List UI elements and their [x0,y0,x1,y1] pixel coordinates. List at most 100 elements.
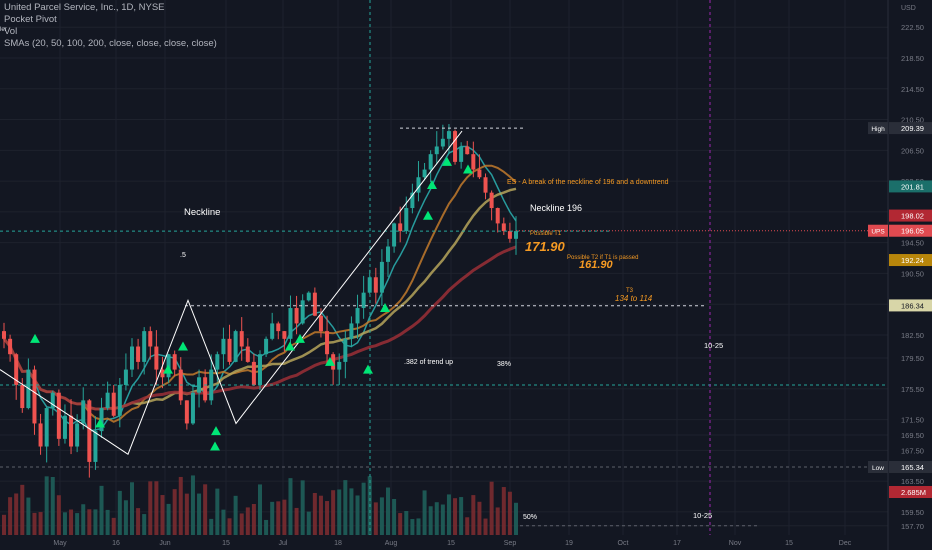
candle-body [410,192,415,209]
volume-bar [190,475,195,535]
badge-label: High [871,126,885,133]
price-badge-value: 192.24 [901,256,924,265]
t3-value: 134 to 114 [615,294,653,303]
volume-bar [136,508,141,535]
pocket-pivot-marker [463,164,473,174]
candle-body [148,331,153,347]
time-axis[interactable]: May 16 Jun 15 Jul 18 Aug 15 Sep 19 Oct 17 Nov 15 Dec [53,540,851,547]
badge-label-box [868,122,888,135]
volume-bar [386,487,390,535]
fib-38-label: 38% [497,361,511,368]
badge-label-box [868,224,888,237]
price-tick-label: 194.50 [901,239,924,248]
volume-bar [184,493,189,535]
volume-bar [398,513,403,535]
candle-body [172,354,177,370]
volume-bar [355,495,360,535]
volume-bar [251,503,256,535]
volume-bar [142,514,147,535]
price-badge [889,299,932,312]
candle-body [379,261,384,293]
volume-bar [288,478,293,535]
price-badge-value: 209.39 [901,124,924,133]
candle-body [117,384,122,416]
time-tick-label: 19 [565,540,573,547]
time-tick-label: Jul [279,540,288,547]
pocket-pivot-marker [427,179,437,189]
volume-bar [233,495,238,535]
badge-label: Low [872,465,884,472]
candle-body [477,169,482,178]
time-tick-label: 15 [447,540,455,547]
volume-bar [361,482,366,535]
pocket-pivot-marker [295,333,305,343]
volume-bar [294,507,299,535]
time-tick-label: May [53,540,67,547]
volume-bar [38,512,43,535]
price-badge-value: 2.685M [901,488,926,497]
candle-body [471,154,476,170]
candle-body [434,146,439,155]
price-tick-label: 222.50 [901,23,924,32]
price-tick-label: 190.50 [901,269,924,278]
price-axis[interactable]: 222.50218.50214.50210.50206.50202.50198.… [868,0,932,550]
volume-bar [87,509,92,535]
volume-bar [264,519,269,535]
price-badge-value: 165.34 [901,463,924,472]
price-tick-label: 171.50 [901,416,924,425]
candle-body [136,346,141,362]
volume-bar [209,518,214,535]
time-tick-label: Oct [618,540,629,547]
pocket-pivot-marker [210,441,220,451]
candle-body [69,415,74,447]
price-badge [889,460,932,473]
candle-body [373,277,378,293]
candle-body [32,369,37,424]
candle-body [264,338,269,355]
legend-pocket-pivot: Pocket Pivot [4,14,57,25]
volume-bar [325,501,330,535]
volume-bar [507,491,512,535]
volume-bar [312,492,317,535]
volume-bar [343,480,348,535]
volume-bar [379,497,384,535]
candle-body [190,392,195,424]
volume-bar [258,484,262,535]
candle-body [514,231,518,239]
volume-bar [56,495,61,535]
candle-body [404,208,409,232]
pocket-pivot-marker [178,341,188,351]
candle-body [154,346,159,370]
candle-body [483,177,488,193]
price-tick-label: 179.50 [901,354,924,363]
candle-body [465,146,470,155]
volume-bar [514,502,518,535]
volume-bar [471,495,476,535]
price-badge-value: 186.34 [901,301,924,310]
time-tick-label: Nov [729,540,742,547]
pocket-pivot-marker [442,156,452,166]
fib-half-label: .5 [180,252,186,259]
volume-bar [99,485,104,535]
candle-body [8,338,13,355]
candle-body [337,361,342,370]
candle-body [160,369,165,378]
volume-bar [50,476,55,535]
price-badge [889,122,932,135]
candle-body [440,138,445,147]
volume-bar [239,513,244,535]
volume-bar [428,506,433,535]
candle-body [258,354,262,385]
candle-body [343,338,348,362]
candle-body [501,223,506,232]
candle-body [507,231,512,239]
annotations: Neckline Neckline 196 ES - A break of th… [180,179,723,521]
volume-bar [14,493,19,535]
time-tick-label: 18 [334,540,342,547]
volume-bar [215,488,220,535]
candle-body [2,331,6,339]
volume-bar [245,507,250,535]
volume-bar [282,499,287,535]
time-tick-label: Aug [385,540,398,547]
